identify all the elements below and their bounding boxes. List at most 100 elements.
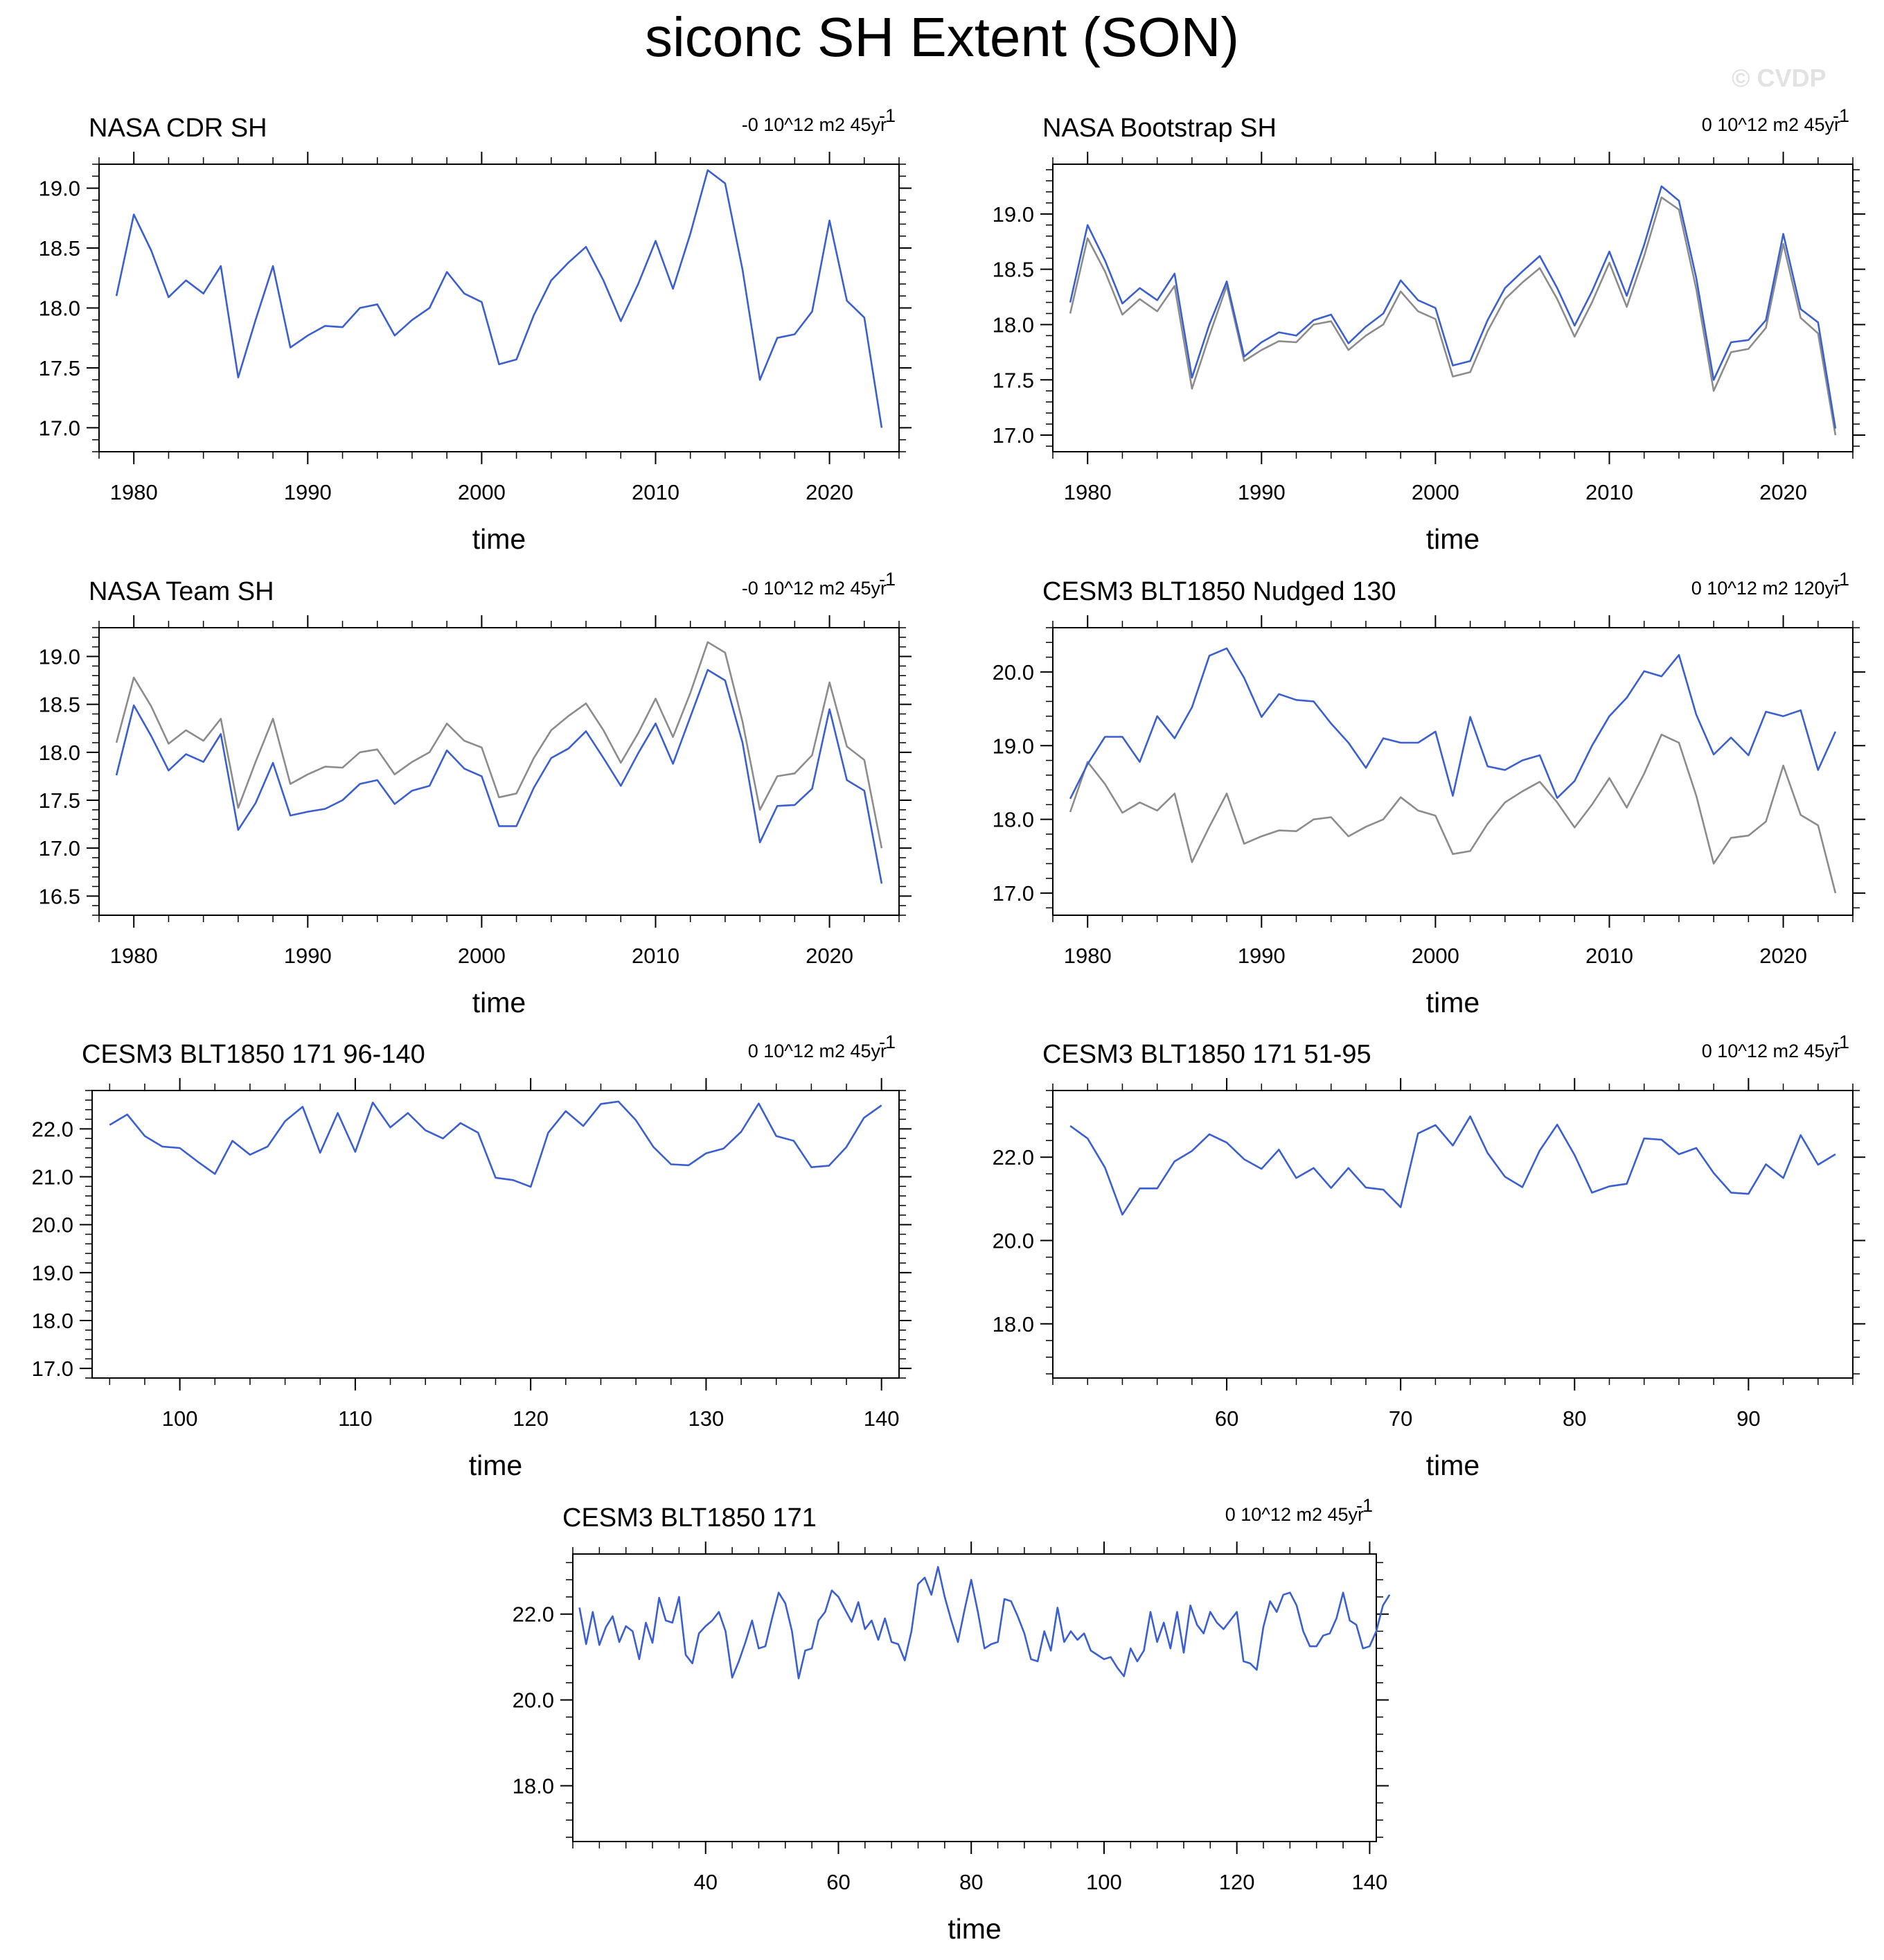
x-axis-label: time [1426, 1449, 1479, 1481]
x-axis-label: time [472, 987, 526, 1018]
x-tick-label: 1980 [110, 944, 158, 968]
trend-label: -0 10^12 m2 45yr [742, 578, 887, 599]
trend-exponent: -1 [879, 1032, 896, 1052]
y-tick-label: 18.0 [39, 741, 80, 765]
y-tick-label: 19.0 [993, 202, 1034, 227]
reference-series-line [115, 641, 883, 849]
y-tick-label: 18.0 [993, 312, 1034, 337]
panel-title: NASA Bootstrap SH [1042, 114, 1277, 143]
x-tick-label: 140 [864, 1406, 900, 1431]
plot-frame [572, 1553, 1377, 1842]
y-tick-label: 22.0 [993, 1145, 1034, 1169]
panel-title: NASA CDR SH [89, 114, 267, 143]
chart-panel-7: CESM3 BLT1850 171 0 10^12 m2 45yr-1 18.0 20… [513, 1495, 1391, 1945]
x-tick-label: 2020 [806, 944, 853, 968]
x-tick-label: 80 [959, 1870, 983, 1894]
x-tick-label: 110 [338, 1406, 372, 1431]
chart-panel-2: NASA Bootstrap SH 0 10^12 m2 45yr-1 17.0 17… [993, 105, 1865, 555]
x-tick-label: 100 [1086, 1870, 1122, 1894]
x-tick-label: 140 [1352, 1870, 1388, 1894]
plot-frame [98, 627, 900, 916]
y-tick-label: 20.0 [32, 1213, 73, 1237]
y-tick-label: 17.0 [993, 423, 1034, 448]
y-tick-label: 18.5 [39, 693, 80, 717]
trend-label: 0 10^12 m2 45yr [748, 1041, 887, 1061]
x-tick-label: 2010 [1585, 944, 1633, 968]
x-tick-label: 1990 [1238, 944, 1286, 968]
y-tick-label: 17.5 [993, 368, 1034, 392]
x-tick-label: 2010 [632, 944, 679, 968]
x-tick-label: 2000 [458, 480, 506, 504]
y-tick-label: 18.0 [993, 1312, 1034, 1336]
x-tick-label: 2020 [1759, 480, 1807, 504]
y-tick-label: 19.0 [32, 1261, 73, 1285]
x-tick-label: 2000 [1412, 480, 1459, 504]
model-series-line [109, 1100, 882, 1188]
y-tick-label: 17.5 [39, 788, 80, 813]
trend-exponent: -1 [1833, 1032, 1849, 1052]
y-tick-label: 19.0 [39, 645, 80, 669]
plot-frame [91, 1090, 900, 1379]
x-tick-label: 60 [1215, 1406, 1238, 1431]
trend-label: 0 10^12 m2 45yr [1702, 114, 1840, 135]
x-tick-label: 2020 [1759, 944, 1807, 968]
x-tick-label: 130 [688, 1406, 725, 1431]
model-series-line [578, 1566, 1391, 1679]
figure-title: siconc SH Extent (SON) [644, 6, 1239, 68]
x-tick-label: 2010 [1585, 480, 1633, 504]
y-tick-label: 18.5 [39, 236, 80, 261]
chart-panel-5: CESM3 BLT1850 171 96-140 0 10^12 m2 45yr-… [32, 1032, 912, 1481]
plot-frame [1052, 627, 1854, 916]
x-tick-label: 120 [1219, 1870, 1255, 1894]
trend-exponent: -1 [1833, 569, 1849, 590]
x-tick-label: 1980 [1064, 480, 1112, 504]
y-tick-label: 18.0 [39, 297, 80, 321]
x-tick-label: 60 [826, 1870, 850, 1894]
trend-label: 0 10^12 m2 120yr [1691, 578, 1840, 599]
y-tick-label: 18.0 [32, 1309, 73, 1333]
model-series-line [115, 669, 883, 884]
y-tick-label: 20.0 [993, 660, 1034, 685]
panel-title: CESM3 BLT1850 Nudged 130 [1042, 577, 1396, 606]
model-series-line [1069, 1115, 1836, 1216]
y-tick-label: 16.5 [39, 884, 80, 908]
trend-exponent: -1 [1833, 105, 1849, 126]
reference-series-line [1069, 196, 1837, 436]
y-tick-label: 18.5 [993, 258, 1034, 282]
panel-title: CESM3 BLT1850 171 51-95 [1042, 1040, 1371, 1069]
trend-exponent: -1 [1356, 1495, 1373, 1516]
chart-panel-1: NASA CDR SH -0 10^12 m2 45yr-1 17.0 17.5 18.… [39, 105, 912, 555]
x-tick-label: 1990 [284, 480, 332, 504]
y-tick-label: 17.0 [39, 836, 80, 860]
y-tick-label: 22.0 [513, 1603, 554, 1627]
cvdp-watermark: © CVDP [1732, 64, 1827, 92]
x-tick-label: 2000 [1412, 944, 1459, 968]
x-axis-label: time [469, 1449, 522, 1481]
y-tick-label: 17.5 [39, 356, 80, 380]
trend-exponent: -1 [879, 569, 896, 590]
y-tick-label: 18.0 [993, 808, 1034, 832]
panel-title: CESM3 BLT1850 171 96-140 [82, 1040, 425, 1069]
x-tick-label: 120 [513, 1406, 549, 1431]
x-tick-label: 80 [1563, 1406, 1586, 1431]
y-tick-label: 17.0 [993, 881, 1034, 906]
model-series-line [115, 169, 883, 428]
y-tick-label: 18.0 [513, 1774, 554, 1798]
x-tick-label: 1980 [110, 480, 158, 504]
chart-panel-6: CESM3 BLT1850 171 51-95 0 10^12 m2 45yr-1… [993, 1032, 1865, 1481]
x-tick-label: 90 [1736, 1406, 1760, 1431]
plot-frame [1052, 164, 1854, 452]
model-series-line [1069, 647, 1837, 800]
x-axis-label: time [948, 1913, 1001, 1945]
x-tick-label: 1980 [1064, 944, 1112, 968]
x-tick-label: 2020 [806, 480, 853, 504]
chart-panel-3: NASA Team SH -0 10^12 m2 45yr-1 16.5 17.0 17… [39, 569, 912, 1018]
panel-title: NASA Team SH [89, 577, 274, 606]
x-tick-label: 1990 [1238, 480, 1286, 504]
x-tick-label: 40 [693, 1870, 717, 1894]
chart-panel-4: CESM3 BLT1850 Nudged 130 0 10^12 m2 120yr… [993, 569, 1865, 1018]
y-tick-label: 22.0 [32, 1117, 73, 1141]
x-tick-label: 70 [1389, 1406, 1412, 1431]
y-tick-label: 19.0 [993, 734, 1034, 758]
